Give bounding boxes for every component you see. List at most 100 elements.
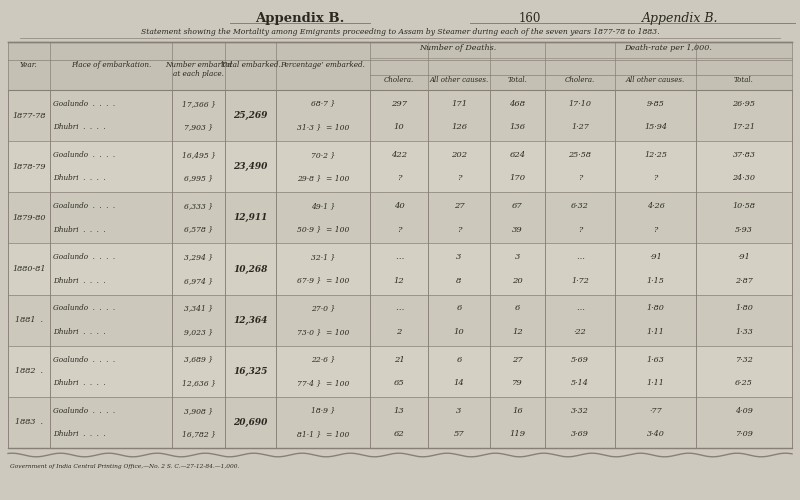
Text: Dhubri  .  .  .  .: Dhubri . . . . [53,379,106,387]
Text: 22·6 }: 22·6 } [311,356,335,364]
Text: Percentage’ embarked.: Percentage’ embarked. [281,61,366,69]
Text: 3,908 }: 3,908 } [184,406,213,414]
Text: Dhubri  .  .  .  .: Dhubri . . . . [53,174,106,182]
Text: ?: ? [397,226,402,234]
Text: Cholera.: Cholera. [565,76,595,84]
Text: 6·32: 6·32 [571,202,589,210]
Text: 1877-78: 1877-78 [12,112,46,120]
Text: Year.: Year. [20,61,38,69]
Text: 170: 170 [510,174,526,182]
Text: 12: 12 [394,277,404,285]
Text: All other causes.: All other causes. [430,76,489,84]
Text: 10: 10 [454,328,464,336]
Text: 32·1 }: 32·1 } [311,253,335,261]
Text: 1·80: 1·80 [735,304,753,312]
Text: Dhubri  .  .  .  .: Dhubri . . . . [53,328,106,336]
Text: 16: 16 [512,406,523,414]
Text: ?: ? [578,226,582,234]
Text: 79: 79 [512,379,523,387]
Text: 1882  .: 1882 . [15,368,43,376]
Text: 25·58: 25·58 [569,151,591,159]
Text: 27: 27 [454,202,464,210]
Text: 3: 3 [515,253,520,261]
Text: 2: 2 [396,328,402,336]
Text: Death-rate per 1,000.: Death-rate per 1,000. [625,44,713,52]
Text: 16,325: 16,325 [234,367,268,376]
Text: 10·58: 10·58 [733,202,755,210]
Text: 73·0 }  = 100: 73·0 } = 100 [297,328,349,336]
Bar [8,90,792,141]
Bar [8,90,792,448]
Text: 81·1 }  = 100: 81·1 } = 100 [297,430,349,438]
Text: Total.: Total. [507,76,527,84]
Text: 1·72: 1·72 [571,277,589,285]
Text: …: … [576,253,584,261]
Text: Goalundo  .  .  .  .: Goalundo . . . . [53,304,115,312]
Bar [8,141,792,193]
Text: 1·80: 1·80 [646,304,665,312]
Text: 70·2 }: 70·2 } [311,151,335,159]
Text: …: … [576,304,584,312]
Text: 1878-79: 1878-79 [12,162,46,170]
Text: 1·11: 1·11 [646,379,665,387]
Text: 3·69: 3·69 [571,430,589,438]
Text: Dhubri  .  .  .  .: Dhubri . . . . [53,277,106,285]
Bar [8,42,792,90]
Text: ?: ? [654,174,658,182]
Text: ?: ? [457,226,462,234]
Text: 202: 202 [451,151,467,159]
Text: ·91: ·91 [649,253,662,261]
Text: 6,974 }: 6,974 } [184,277,213,285]
Text: 12: 12 [512,328,523,336]
Text: 20: 20 [512,277,523,285]
Text: 27·0 }: 27·0 } [311,304,335,312]
Text: 31·3 }  = 100: 31·3 } = 100 [297,124,349,132]
Text: 16,782 }: 16,782 } [182,430,215,438]
Text: ?: ? [397,174,402,182]
Text: 3,341 }: 3,341 } [184,304,213,312]
Text: Statement showing the Mortality among Emigrants proceeding to Assam by Steamer d: Statement showing the Mortality among Em… [141,28,659,36]
Text: Total embarked.: Total embarked. [221,61,280,69]
Text: 12,364: 12,364 [234,316,268,324]
Text: 49·1 }: 49·1 } [311,202,335,210]
Text: 15·94: 15·94 [644,124,667,132]
Text: 1·63: 1·63 [646,356,665,364]
Text: ·22: ·22 [574,328,586,336]
Text: 6·25: 6·25 [735,379,753,387]
Bar [8,397,792,448]
Text: 2·87: 2·87 [735,277,753,285]
Text: Total.: Total. [734,76,754,84]
Text: 7·09: 7·09 [735,430,753,438]
Text: 26·95: 26·95 [733,100,755,108]
Text: 12·25: 12·25 [644,151,667,159]
Text: 68·7 }: 68·7 } [311,100,335,108]
Text: 9,023 }: 9,023 } [184,328,213,336]
Text: Goalundo  .  .  .  .: Goalundo . . . . [53,100,115,108]
Text: 67·9 }  = 100: 67·9 } = 100 [297,277,349,285]
Text: Dhubri  .  .  .  .: Dhubri . . . . [53,124,106,132]
Text: 14: 14 [454,379,464,387]
Text: 1·15: 1·15 [646,277,665,285]
Text: 17·10: 17·10 [569,100,591,108]
Text: Goalundo  .  .  .  .: Goalundo . . . . [53,151,115,159]
Text: Place of embarkation.: Place of embarkation. [71,61,151,69]
Text: 9·85: 9·85 [646,100,665,108]
Text: 16,495 }: 16,495 } [182,151,215,159]
Text: 18·9 }: 18·9 } [311,406,335,414]
Text: 6,578 }: 6,578 } [184,226,213,234]
Text: 10,268: 10,268 [234,264,268,274]
Text: 65: 65 [394,379,404,387]
Text: ?: ? [578,174,582,182]
Text: 136: 136 [510,124,526,132]
Text: Cholera.: Cholera. [384,76,414,84]
Bar [8,294,792,346]
Text: 171: 171 [451,100,467,108]
Text: Dhubri  .  .  .  .: Dhubri . . . . [53,226,106,234]
Text: 297: 297 [391,100,407,108]
Text: Government of India Central Printing Office,—No. 2 S. C.—27-12-84.—1,000.: Government of India Central Printing Off… [10,464,239,469]
Text: 3,689 }: 3,689 } [184,356,213,364]
Bar [8,244,792,294]
Text: 17,366 }: 17,366 } [182,100,215,108]
Text: 422: 422 [391,151,407,159]
Bar [8,192,792,244]
